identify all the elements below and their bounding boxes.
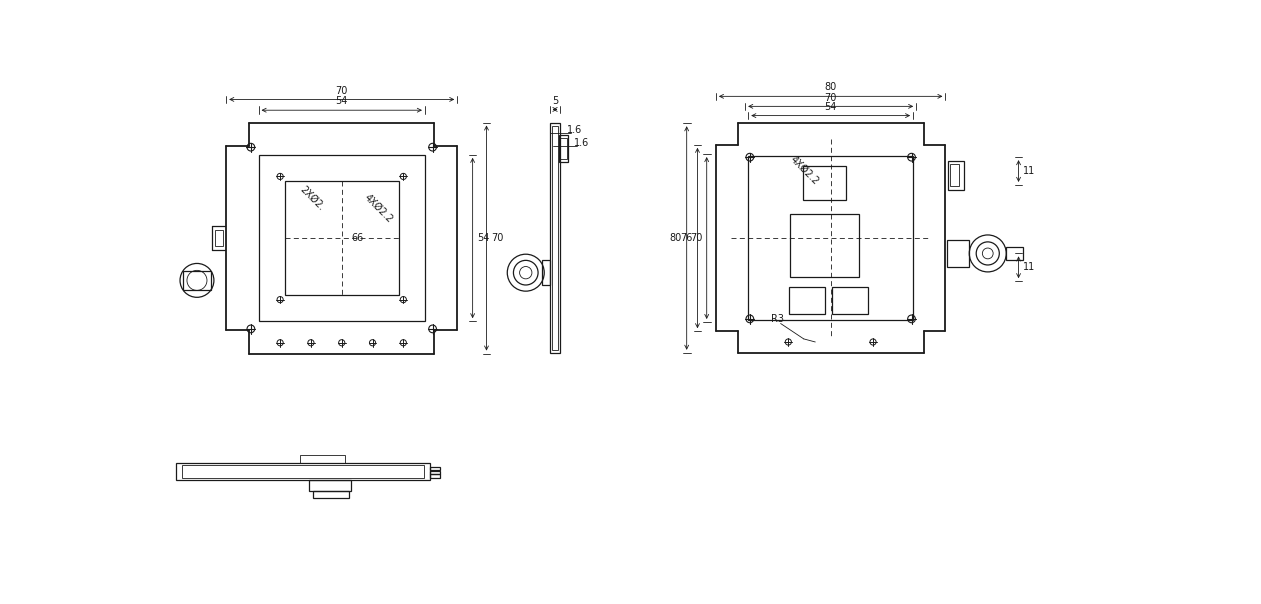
Text: 76: 76 (681, 233, 692, 243)
Text: 66: 66 (351, 233, 363, 243)
Text: 1.6: 1.6 (574, 138, 589, 149)
Text: 4XØ2.2: 4XØ2.2 (788, 155, 821, 187)
Bar (542, 260, 550, 285)
Bar (560, 138, 566, 159)
Bar (832, 286, 868, 314)
Bar (552, 126, 559, 350)
Bar (93, 450, 136, 493)
Text: 11: 11 (1023, 166, 1035, 176)
Bar (947, 240, 968, 268)
Bar (101, 457, 129, 485)
Bar (789, 286, 825, 314)
Text: 1.6: 1.6 (566, 124, 581, 135)
Bar (177, 463, 430, 480)
Text: R3: R3 (770, 314, 783, 324)
Bar (789, 214, 859, 277)
Text: 80: 80 (825, 83, 837, 92)
Text: 5: 5 (552, 95, 559, 106)
Bar (950, 164, 960, 185)
Bar (1006, 247, 1023, 260)
Text: 70: 70 (335, 86, 348, 95)
Bar (309, 480, 352, 490)
Bar (216, 230, 223, 246)
Text: 2XØ2.: 2XØ2. (299, 184, 327, 212)
Text: 70: 70 (491, 233, 503, 243)
Bar (430, 467, 440, 470)
Text: 70: 70 (690, 233, 702, 243)
Text: 80: 80 (670, 233, 682, 243)
Bar (285, 181, 398, 295)
Bar (136, 462, 150, 481)
Bar (259, 155, 425, 321)
Bar (300, 455, 344, 463)
Bar (183, 465, 424, 478)
Bar (111, 496, 120, 502)
Bar (150, 465, 158, 478)
Bar (948, 161, 963, 190)
Bar (430, 471, 440, 474)
Bar (430, 474, 440, 478)
Text: 11: 11 (1023, 262, 1035, 272)
Bar (748, 156, 913, 320)
Bar (559, 135, 569, 162)
Bar (550, 123, 560, 353)
Text: 70: 70 (825, 92, 837, 103)
Text: 54: 54 (477, 233, 489, 243)
Bar (108, 488, 122, 496)
Bar (183, 271, 211, 290)
Text: 54: 54 (335, 97, 348, 106)
Bar (803, 165, 846, 199)
Text: 4XØ2.2: 4XØ2.2 (362, 193, 395, 225)
Bar (313, 490, 349, 498)
Text: 54: 54 (825, 101, 837, 112)
